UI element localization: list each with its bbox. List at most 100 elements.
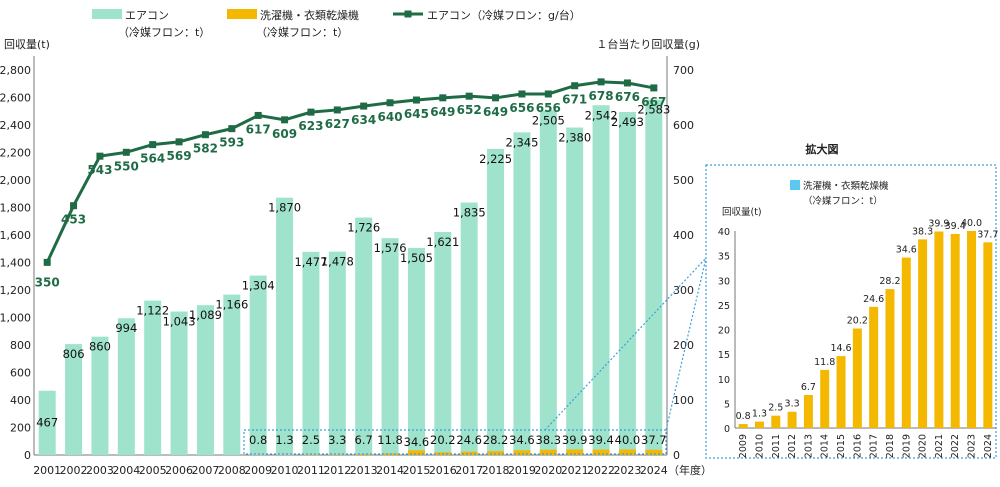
left-y-tick-label: 2,800 bbox=[0, 64, 31, 77]
washer-data-label: 39.4 bbox=[588, 433, 614, 447]
g-per-unit-marker bbox=[465, 92, 473, 100]
zoom-x-tick-label: 2024 bbox=[983, 434, 994, 458]
aircon-data-label: 2,493 bbox=[611, 115, 644, 129]
aircon-data-label: 1,870 bbox=[268, 201, 301, 215]
zoom-x-tick-label: 2011 bbox=[771, 434, 782, 458]
washer-bar bbox=[487, 451, 505, 455]
zoom-bar bbox=[787, 411, 797, 428]
g-per-unit-label: 634 bbox=[351, 113, 376, 127]
aircon-bar bbox=[645, 99, 663, 455]
g-per-unit-line bbox=[45, 80, 655, 264]
x-tick-label: 2021 bbox=[561, 464, 589, 477]
aircon-data-label: 1,089 bbox=[189, 308, 222, 322]
left-axis-title: 回収量(t) bbox=[4, 38, 50, 51]
left-y-tick-label: 200 bbox=[10, 421, 31, 434]
zoom-x-tick-label: 2019 bbox=[901, 434, 912, 458]
zoom-bar bbox=[885, 289, 895, 428]
x-tick-label: 2014 bbox=[376, 464, 404, 477]
g-per-unit-label: 623 bbox=[298, 119, 323, 133]
g-per-unit-label: 645 bbox=[404, 107, 429, 121]
zoom-x-tick-label: 2021 bbox=[934, 434, 945, 458]
washer-bar bbox=[460, 451, 478, 455]
aircon-bar bbox=[460, 202, 478, 455]
x-tick-label: 2019 bbox=[508, 464, 536, 477]
zoom-bar bbox=[754, 421, 764, 428]
aircon-bar bbox=[117, 318, 135, 455]
g-per-unit-label: 667 bbox=[641, 95, 666, 109]
aircon-data-label: 1,043 bbox=[163, 314, 196, 328]
zoom-bar bbox=[950, 233, 960, 428]
left-y-tick-label: 400 bbox=[10, 394, 31, 407]
washer-bar bbox=[539, 449, 557, 455]
aircon-bar bbox=[170, 311, 188, 455]
washer-bar bbox=[592, 449, 610, 455]
washer-data-label: 24.6 bbox=[456, 433, 482, 447]
washer-data-label: 6.7 bbox=[355, 433, 373, 447]
zoom-data-label: 20.2 bbox=[847, 316, 868, 327]
zoom-bar bbox=[738, 424, 748, 428]
zoom-x-tick-label: 2020 bbox=[918, 434, 929, 458]
left-y-tick-label: 1,000 bbox=[0, 311, 31, 324]
g-per-unit-marker bbox=[492, 94, 500, 102]
zoom-bar bbox=[852, 328, 862, 428]
x-tick-label: 2016 bbox=[429, 464, 457, 477]
zoom-bar bbox=[983, 242, 993, 428]
g-per-unit-label: 569 bbox=[167, 149, 192, 163]
zoom-x-tick-label: 2009 bbox=[738, 434, 749, 458]
g-per-unit-marker bbox=[175, 138, 183, 146]
aircon-data-label: 1,122 bbox=[136, 304, 169, 318]
washer-bar bbox=[407, 450, 425, 455]
zoom-data-label: 34.6 bbox=[896, 245, 917, 256]
aircon-bar bbox=[38, 390, 56, 455]
zoom-bar bbox=[934, 231, 944, 428]
zoom-title: 拡大図 bbox=[806, 142, 839, 156]
zoom-bar bbox=[967, 231, 977, 428]
zoom-y-tick-label: 40 bbox=[718, 227, 730, 238]
zoom-data-label: 2.5 bbox=[768, 403, 783, 414]
zoom-connector-line bbox=[544, 257, 707, 431]
x-tick-label: 2007 bbox=[191, 464, 219, 477]
g-per-unit-marker bbox=[96, 152, 104, 160]
right-y-tick-label: 400 bbox=[673, 229, 694, 242]
g-per-unit-label: 453 bbox=[61, 213, 86, 227]
zoom-data-label: 28.2 bbox=[879, 276, 900, 287]
zoom-legend-swatch bbox=[790, 180, 800, 190]
x-tick-label: 2018 bbox=[482, 464, 510, 477]
aircon-bar bbox=[407, 247, 425, 455]
aircon-bar bbox=[355, 217, 373, 455]
zoom-y-tick-label: 0 bbox=[724, 424, 730, 435]
zoom-data-label: 39.4 bbox=[945, 221, 966, 232]
aircon-bar bbox=[302, 251, 320, 455]
zoom-x-tick-label: 2012 bbox=[787, 434, 798, 458]
aircon-bar bbox=[618, 111, 636, 455]
right-y-tick-label: 100 bbox=[673, 394, 694, 407]
g-per-unit-label: 543 bbox=[87, 163, 112, 177]
aircon-data-label: 2,583 bbox=[637, 103, 670, 117]
zoom-bar bbox=[803, 395, 813, 428]
zoom-x-tick-label: 2013 bbox=[803, 434, 814, 458]
x-tick-label: 2002 bbox=[60, 464, 88, 477]
aircon-data-label: 2,345 bbox=[505, 135, 538, 149]
g-per-unit-label: 627 bbox=[325, 117, 350, 131]
washer-data-label: 0.8 bbox=[249, 433, 267, 447]
left-y-tick-label: 0 bbox=[24, 449, 31, 462]
g-per-unit-label: 656 bbox=[509, 101, 534, 115]
legend-swatch-aircon bbox=[92, 9, 122, 19]
x-tick-label: 2010 bbox=[271, 464, 299, 477]
x-tick-label: 2003 bbox=[86, 464, 114, 477]
left-y-tick-label: 2,200 bbox=[0, 146, 31, 159]
x-tick-label: 2017 bbox=[455, 464, 483, 477]
g-per-unit-label: 593 bbox=[219, 136, 244, 150]
g-per-unit-marker bbox=[201, 131, 209, 139]
g-per-unit-marker bbox=[518, 90, 526, 98]
aircon-data-label: 2,542 bbox=[585, 108, 618, 122]
g-per-unit-marker bbox=[439, 94, 447, 102]
washer-data-label: 3.3 bbox=[328, 433, 346, 447]
aircon-bar bbox=[513, 132, 531, 455]
right-y-tick-label: 700 bbox=[673, 64, 694, 77]
aircon-data-label: 1,478 bbox=[321, 255, 354, 269]
zoom-data-label: 1.3 bbox=[752, 409, 767, 420]
g-per-unit-marker bbox=[149, 141, 157, 149]
g-per-unit-label: 609 bbox=[272, 127, 297, 141]
zoom-axis-title: 回収量(t) bbox=[722, 206, 762, 218]
